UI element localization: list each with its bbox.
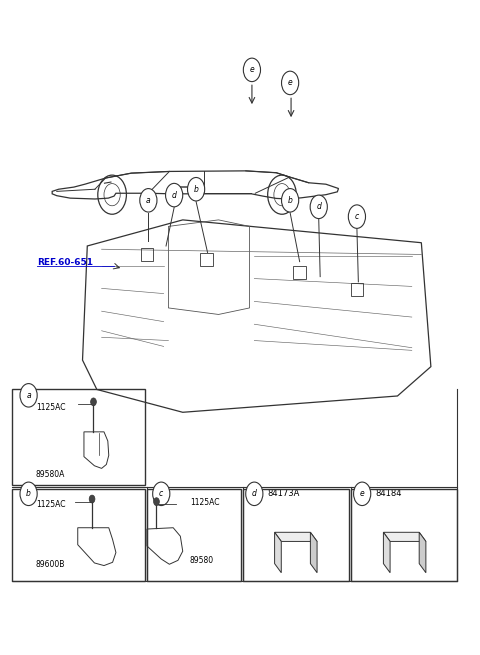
Text: 1125AC: 1125AC — [36, 500, 65, 510]
Polygon shape — [275, 533, 281, 572]
Circle shape — [310, 195, 327, 219]
Text: c: c — [159, 489, 163, 498]
Text: d: d — [172, 191, 177, 200]
Bar — [200, 253, 213, 266]
Polygon shape — [384, 533, 390, 572]
Text: 89580A: 89580A — [36, 470, 65, 479]
Text: 89580: 89580 — [190, 556, 214, 565]
Text: 89600B: 89600B — [36, 561, 65, 569]
Text: b: b — [288, 196, 292, 205]
Text: 1125AC: 1125AC — [36, 403, 65, 411]
Text: a: a — [146, 196, 151, 205]
Circle shape — [243, 58, 261, 82]
Text: d: d — [316, 202, 321, 212]
Bar — [293, 266, 306, 279]
Circle shape — [153, 482, 170, 506]
Circle shape — [154, 498, 159, 506]
Circle shape — [20, 482, 37, 506]
Text: c: c — [355, 212, 359, 221]
Circle shape — [188, 178, 204, 201]
Circle shape — [281, 189, 299, 212]
Bar — [141, 248, 153, 261]
Text: e: e — [250, 66, 254, 75]
Text: e: e — [288, 79, 292, 87]
Circle shape — [246, 482, 263, 506]
Text: 84184: 84184 — [375, 489, 402, 498]
Polygon shape — [275, 533, 317, 542]
Circle shape — [140, 189, 157, 212]
Text: e: e — [360, 489, 364, 498]
Polygon shape — [311, 533, 317, 572]
Text: 84173A: 84173A — [268, 489, 300, 498]
Circle shape — [91, 398, 96, 405]
Bar — [351, 283, 363, 296]
Text: 1125AC: 1125AC — [190, 498, 219, 507]
Circle shape — [166, 183, 183, 207]
Text: b: b — [193, 185, 199, 194]
Circle shape — [354, 482, 371, 506]
Circle shape — [348, 205, 365, 229]
Text: REF.60-651: REF.60-651 — [37, 258, 93, 267]
Polygon shape — [384, 533, 426, 542]
Text: b: b — [26, 489, 31, 498]
Polygon shape — [419, 533, 426, 572]
Circle shape — [20, 384, 37, 407]
Circle shape — [281, 71, 299, 95]
Text: a: a — [26, 391, 31, 400]
Circle shape — [89, 495, 95, 503]
Text: d: d — [252, 489, 257, 498]
